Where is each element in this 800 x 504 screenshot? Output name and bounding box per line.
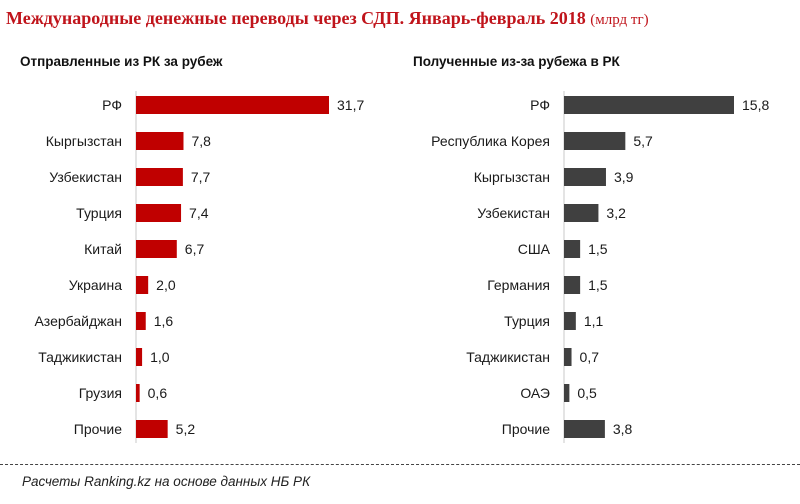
left-category-label: Китай [84, 241, 122, 257]
right-category-label: Кыргызстан [474, 169, 550, 185]
left-category-label: Таджикистан [38, 349, 122, 365]
right-value-label: 0,7 [580, 349, 600, 365]
right-bar [564, 132, 626, 150]
left-value-label: 6,7 [185, 241, 205, 257]
left-bar-chart: РФ 31,7 Кыргызстан 7,8 Узбекистан 7,7 Турция 7,… [34, 91, 364, 443]
right-category-label: Таджикистан [466, 349, 550, 365]
right-value-label: 15,8 [742, 97, 769, 113]
right-category-label: Прочие [502, 421, 550, 437]
left-value-label: 2,0 [156, 277, 176, 293]
left-bar [136, 348, 143, 366]
left-bar [136, 204, 182, 222]
right-category-label: Республика Корея [431, 133, 550, 149]
left-bar [136, 276, 149, 294]
right-category-label: Узбекистан [477, 205, 550, 221]
right-value-label: 1,5 [588, 241, 608, 257]
chart-title: Международные денежные переводы через СД… [6, 8, 649, 29]
left-category-label: РФ [102, 97, 122, 113]
left-value-label: 1,0 [150, 349, 170, 365]
right-category-label: США [518, 241, 551, 257]
right-bar [564, 168, 606, 186]
right-bar [564, 420, 605, 438]
right-value-label: 3,8 [613, 421, 633, 437]
right-value-label: 3,2 [606, 205, 626, 221]
left-panel-title: Отправленные из РК за рубеж [20, 54, 223, 69]
right-bar [564, 240, 581, 258]
right-bar [564, 204, 599, 222]
left-value-label: 7,4 [189, 205, 209, 221]
left-bar [136, 384, 140, 402]
right-category-label: ОАЭ [520, 385, 550, 401]
footer-divider [0, 464, 800, 465]
left-value-label: 31,7 [337, 97, 364, 113]
left-bar [136, 168, 183, 186]
left-bar [136, 240, 177, 258]
chart-title-unit: (млрд тг) [590, 12, 649, 28]
right-bar-chart: РФ 15,8 Республика Корея 5,7 Кыргызстан 3,9 Уз… [431, 91, 769, 443]
right-bar [564, 96, 734, 114]
left-category-label: Турция [76, 205, 122, 221]
right-value-label: 1,5 [588, 277, 608, 293]
right-category-label: РФ [530, 97, 550, 113]
right-value-label: 3,9 [614, 169, 634, 185]
left-category-label: Узбекистан [49, 169, 122, 185]
right-panel-title: Полученные из-за рубежа в РК [413, 54, 620, 69]
left-value-label: 7,8 [191, 133, 211, 149]
right-bar [564, 384, 570, 402]
left-category-label: Азербайджан [34, 313, 122, 329]
left-value-label: 5,2 [176, 421, 196, 437]
right-bar [564, 348, 572, 366]
left-value-label: 0,6 [148, 385, 168, 401]
left-bar [136, 132, 184, 150]
left-category-label: Кыргызстан [46, 133, 122, 149]
right-category-label: Германия [487, 277, 550, 293]
left-value-label: 1,6 [154, 313, 174, 329]
left-category-label: Прочие [74, 421, 122, 437]
left-bar [136, 96, 329, 114]
left-bar [136, 312, 146, 330]
right-value-label: 1,1 [584, 313, 604, 329]
source-note: Расчеты Ranking.kz на основе данных НБ Р… [22, 474, 311, 489]
chart-title-text: Международные денежные переводы через СД… [6, 8, 586, 28]
right-bar [564, 312, 576, 330]
left-category-label: Украина [69, 277, 123, 293]
left-category-label: Грузия [79, 385, 122, 401]
left-value-label: 7,7 [191, 169, 211, 185]
right-category-label: Турция [504, 313, 550, 329]
right-value-label: 5,7 [633, 133, 653, 149]
right-bar [564, 276, 581, 294]
left-bar [136, 420, 168, 438]
right-value-label: 0,5 [577, 385, 597, 401]
